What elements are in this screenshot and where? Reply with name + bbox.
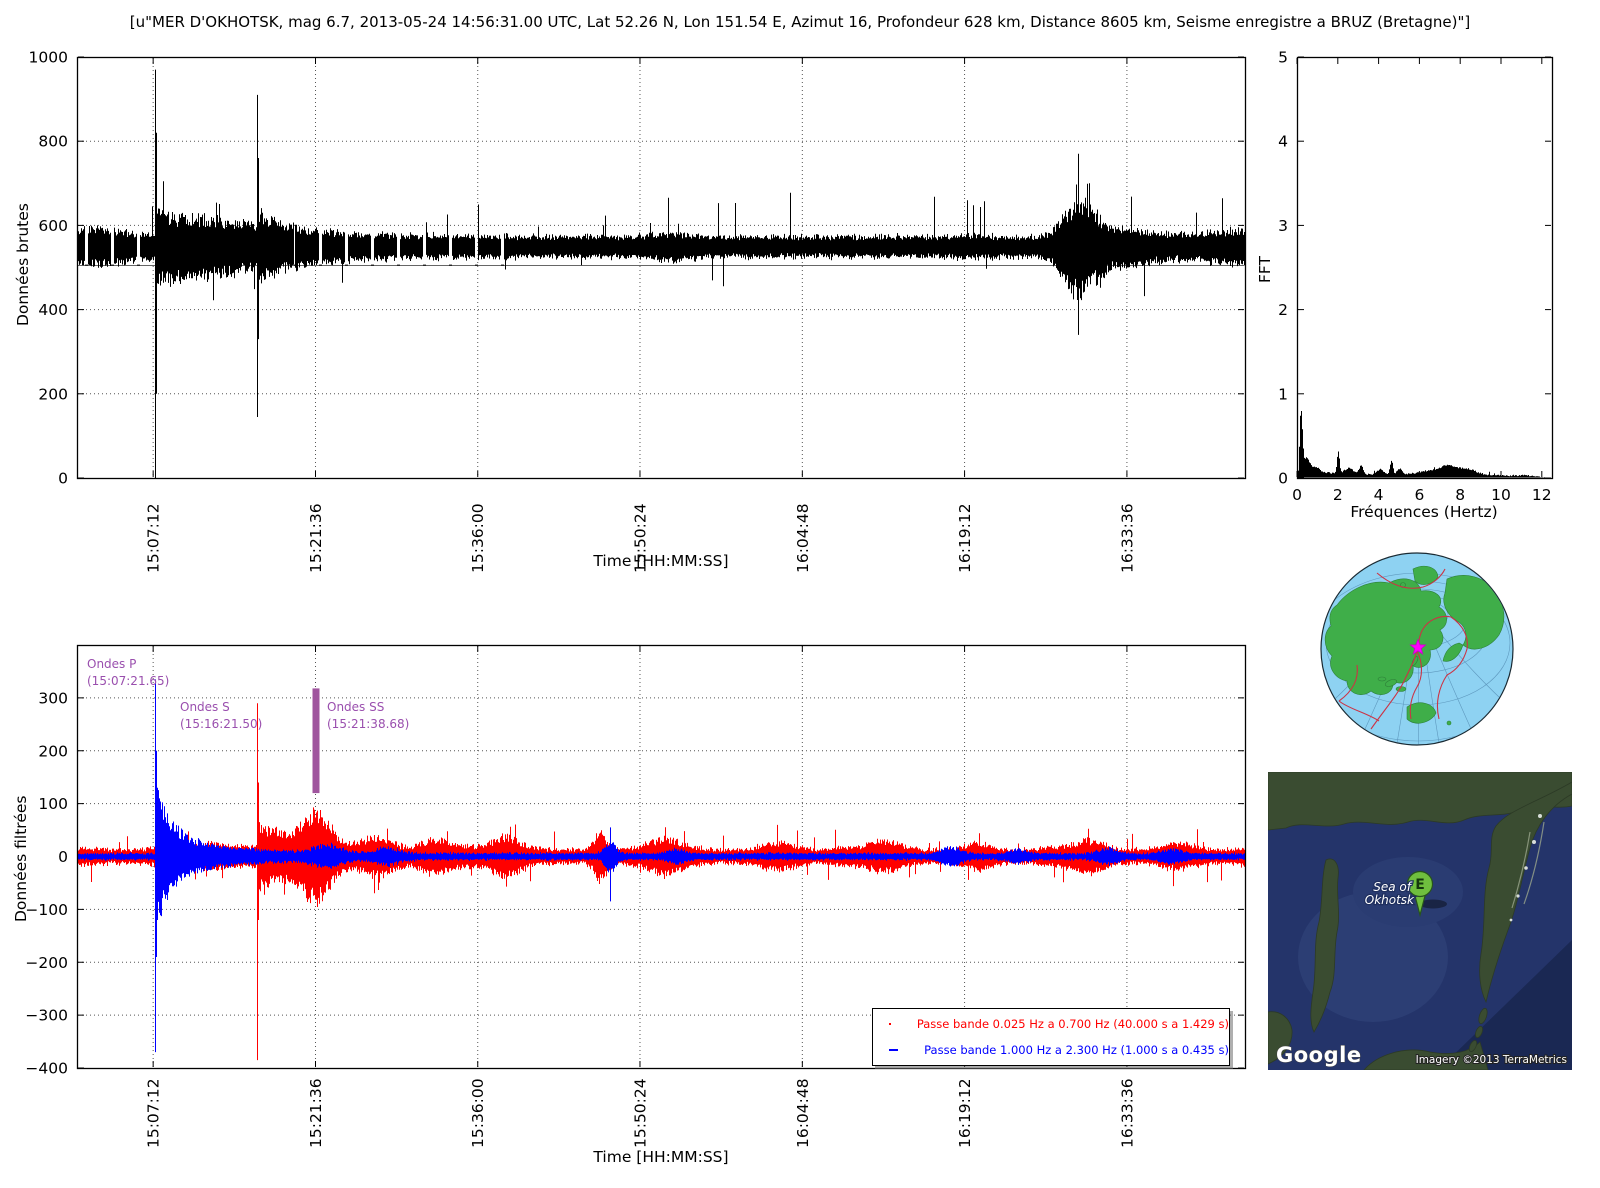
tick-label: 15:50:24	[631, 503, 649, 573]
raw-xlabel: Time [HH:MM:SS]	[593, 552, 729, 570]
tick-label: 1000	[29, 49, 68, 67]
legend-row-highpass: Passe bande 1.000 Hz a 2.300 Hz (1.000 s…	[873, 1039, 1229, 1061]
tick-label: 2	[1278, 301, 1288, 319]
figure-title: [u"MER D'OKHOTSK, mag 6.7, 2013-05-24 14…	[129, 13, 1471, 31]
annotation-ondes-s-time: (15:16:21.50)	[180, 717, 263, 731]
legend-line-blue	[889, 1049, 899, 1051]
phase-bar-ondes-ss	[312, 688, 320, 794]
map-snow-patches	[1509, 814, 1542, 922]
tick-label: 15:36:00	[469, 503, 487, 573]
axes-frame	[76, 56, 1247, 480]
tick-label: 15:50:24	[631, 1078, 649, 1148]
axes-frame	[1296, 56, 1554, 480]
marker-letter: E	[1415, 877, 1425, 893]
tick-label: 16:33:36	[1118, 1078, 1136, 1148]
google-logo: Google	[1276, 1043, 1362, 1067]
tick-label: 200	[38, 742, 68, 760]
tick-label: 3	[1278, 217, 1288, 235]
place-label-line2: Okhotsk	[1365, 893, 1415, 907]
tick-label: 15:36:00	[469, 1078, 487, 1148]
map-shallow-bank2	[1353, 857, 1463, 927]
tick-label: 2	[1333, 486, 1343, 504]
tick-label: 300	[38, 689, 68, 707]
tick-label: −300	[25, 1007, 68, 1025]
legend-label-red: Passe bande 0.025 Hz a 0.700 Hz (40.000 …	[916, 1017, 1229, 1031]
fft-xlabel: Fréquences (Hertz)	[1350, 503, 1498, 521]
tick-label: 800	[38, 133, 68, 151]
tick-label: −200	[25, 954, 68, 972]
filter-legend: Passe bande 0.025 Hz a 0.700 Hz (40.000 …	[872, 1008, 1230, 1066]
tick-label: 0	[58, 470, 68, 488]
tick-label: 10	[1491, 486, 1511, 504]
map-deep-trench	[1438, 940, 1572, 1070]
tick-label: 400	[38, 301, 68, 319]
marker-shadow	[1419, 899, 1447, 909]
filtered-ylabel: Données filtrées	[12, 795, 30, 922]
tick-label: 4	[1374, 486, 1384, 504]
raw-trace	[77, 69, 1245, 478]
tick-label: 16:19:12	[956, 1078, 974, 1148]
tectonic-globe	[1320, 552, 1514, 746]
annotation-ondes-s-name: Ondes S	[180, 700, 230, 714]
tick-label: 0	[58, 848, 68, 866]
annotation-ondes-ss: Ondes SS (15:21:38.68)	[327, 699, 409, 733]
axes-frame	[76, 644, 1247, 1070]
annotation-ondes-p-name: Ondes P	[87, 657, 137, 671]
tick-label: 15:07:12	[145, 1078, 163, 1148]
satellite-map[interactable]: E Sea of Okhotsk Google Imagery ©2013 Te…	[1268, 772, 1572, 1070]
tick-label: 15:21:36	[307, 503, 325, 573]
tick-label: 5	[1278, 49, 1288, 67]
legend-row-lowpass: Passe bande 0.025 Hz a 0.700 Hz (40.000 …	[873, 1013, 1229, 1035]
annotation-ondes-ss-name: Ondes SS	[327, 700, 385, 714]
tick-label: 8	[1455, 486, 1465, 504]
legend-label-blue: Passe bande 1.000 Hz a 2.300 Hz (1.000 s…	[924, 1043, 1229, 1057]
raw-ylabel: Données brutes	[14, 203, 32, 326]
epicenter-star	[1409, 638, 1427, 655]
tick-label: 4	[1278, 133, 1288, 151]
tick-label: 16:04:48	[794, 503, 812, 573]
map-place-label: Sea of Okhotsk	[1364, 879, 1417, 909]
tick-label: 15:21:36	[307, 1078, 325, 1148]
fft-spectrum	[1297, 411, 1551, 478]
tick-label: 600	[38, 217, 68, 235]
annotation-ondes-p-time: (15:07:21.65)	[87, 674, 170, 688]
map-attribution: Imagery ©2013 TerraMetrics	[1416, 1054, 1567, 1066]
map-mountain-ridge	[1511, 821, 1545, 909]
filtered-xlabel: Time [HH:MM:SS]	[593, 1148, 729, 1166]
tick-label: 1	[1278, 385, 1288, 403]
continents	[1324, 565, 1505, 726]
annotation-ondes-ss-time: (15:21:38.68)	[327, 717, 410, 731]
fft-ylabel: FFT	[1256, 255, 1274, 283]
tick-label: 0	[1292, 486, 1302, 504]
tick-label: 100	[38, 795, 68, 813]
tick-label: 15:07:12	[145, 503, 163, 573]
tick-label: 0	[1278, 470, 1288, 488]
legend-line-red	[889, 1023, 891, 1025]
tick-label: −400	[25, 1060, 68, 1078]
place-label-line1: Sea of	[1373, 880, 1413, 894]
tick-label: 200	[38, 385, 68, 403]
annotation-ondes-p: Ondes P (15:07:21.65)	[87, 656, 169, 690]
tick-label: 16:19:12	[956, 503, 974, 573]
annotation-ondes-s: Ondes S (15:16:21.50)	[180, 699, 262, 733]
tick-label: −100	[25, 901, 68, 919]
tick-label: 16:04:48	[794, 1078, 812, 1148]
filtered-trace-red	[77, 703, 1245, 1061]
plate-boundaries	[1338, 568, 1468, 730]
tick-label: 6	[1414, 486, 1424, 504]
map-marker-pin[interactable]: E	[1406, 870, 1434, 918]
tick-label: 12	[1532, 486, 1552, 504]
map-land	[1268, 772, 1572, 1070]
tick-label: 16:33:36	[1118, 503, 1136, 573]
